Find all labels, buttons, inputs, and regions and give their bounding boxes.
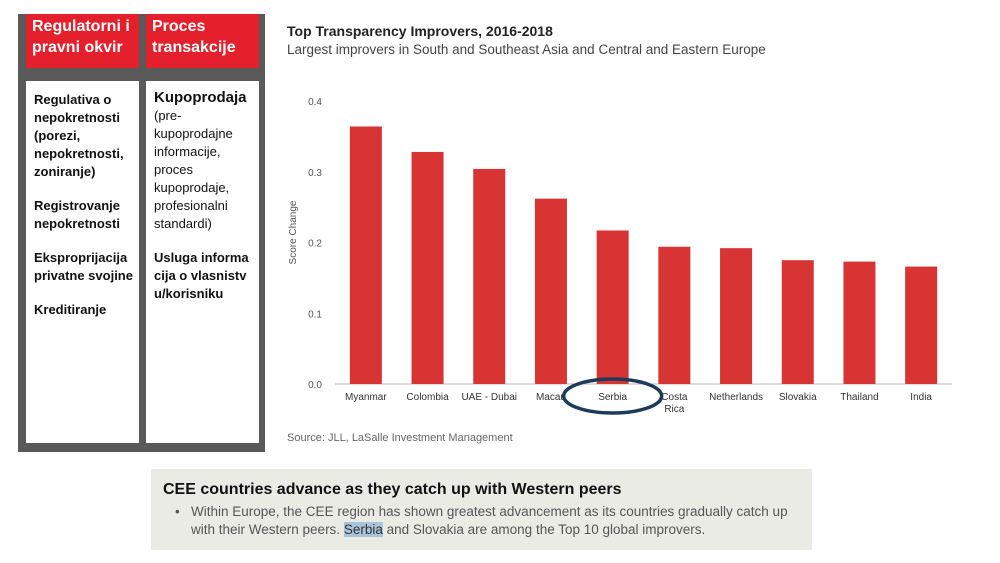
bar	[843, 261, 876, 384]
section-description: (pre-kupoprodajne informacije, proces ku…	[154, 108, 233, 231]
list-item: Kreditiranje	[34, 302, 107, 317]
y-tick-label: 0.3	[308, 168, 322, 179]
summary-box: CEE countries advance as they catch up w…	[151, 469, 812, 550]
list-item: Registrovanje nepokretnosti	[34, 198, 120, 231]
x-tick-label: Netherlands	[709, 392, 763, 403]
header-line: Regulatorni i	[32, 18, 130, 35]
column-transaction-process: Proces transakcije Kupoprodaja (pre-kupo…	[146, 14, 259, 443]
y-tick-label: 0.1	[308, 309, 322, 320]
chart-title: Top Transparency Improvers, 2016-2018	[287, 23, 553, 39]
x-tick-label: Slovakia	[779, 392, 817, 403]
header-line: transakcije	[152, 39, 236, 56]
bar	[781, 260, 814, 384]
highlighted-text: Serbia	[343, 522, 383, 537]
bullet-icon: •	[175, 504, 180, 519]
chart-subtitle: Largest improvers in South and Southeast…	[287, 42, 766, 57]
list-item: Eksproprijacija privatne svojine	[34, 250, 133, 283]
y-axis-label: Score Change	[288, 200, 299, 264]
list-item: Usluga informacija o vlasnistvu/korisnik…	[154, 250, 249, 301]
column-header: Regulatorni i pravni okvir	[26, 14, 139, 68]
y-tick-label: 0.4	[308, 97, 322, 108]
x-tick-label: Colombia	[406, 392, 449, 403]
summary-text-end: and Slovakia are among the Top 10 global…	[382, 522, 706, 537]
bar	[905, 266, 938, 384]
header-line: pravni okvir	[32, 39, 123, 56]
column-header: Proces transakcije	[146, 14, 259, 68]
left-panel: Regulatorni i pravni okvir Regulativa o …	[18, 14, 265, 452]
column-legal-framework: Regulatorni i pravni okvir Regulativa o …	[26, 14, 139, 443]
bar	[720, 248, 753, 384]
chart-source: Source: JLL, LaSalle Investment Manageme…	[287, 432, 513, 444]
bar	[596, 230, 629, 384]
x-tick-label: Serbia	[598, 392, 627, 403]
summary-text: • Within Europe, the CEE region has show…	[163, 503, 800, 539]
x-tick-label: Costa Rica	[661, 392, 688, 415]
summary-title: CEE countries advance as they catch up w…	[163, 481, 622, 498]
bar-chart: Score Change 0.0 0.1 0.2 0.3 0.4 Myanmar Colomb…	[288, 97, 952, 415]
bar	[349, 126, 382, 384]
x-tick-label: UAE - Dubai	[461, 392, 517, 403]
y-tick-label: 0.0	[308, 380, 322, 391]
x-tick-label: Myanmar	[345, 392, 387, 403]
x-tick-label: Macau	[536, 392, 566, 403]
bar	[658, 246, 691, 384]
bar	[534, 198, 567, 384]
bar	[473, 168, 506, 384]
section-title: Kupoprodaja	[154, 89, 247, 106]
column-body: Kupoprodaja (pre-kupoprodajne informacij…	[146, 81, 259, 443]
x-tick-label: Thailand	[840, 392, 878, 403]
header-line: Proces	[152, 18, 206, 35]
summary-text-start: Within Europe, the CEE region has shown …	[191, 504, 788, 537]
highlight-ellipse	[561, 377, 664, 415]
bar	[411, 151, 444, 384]
list-item: Regulativa o nepokretnosti (porezi, nepo…	[34, 92, 124, 179]
column-body: Regulativa o nepokretnosti (porezi, nepo…	[26, 81, 139, 443]
x-tick-label: India	[910, 392, 932, 403]
y-tick-label: 0.2	[308, 239, 322, 250]
